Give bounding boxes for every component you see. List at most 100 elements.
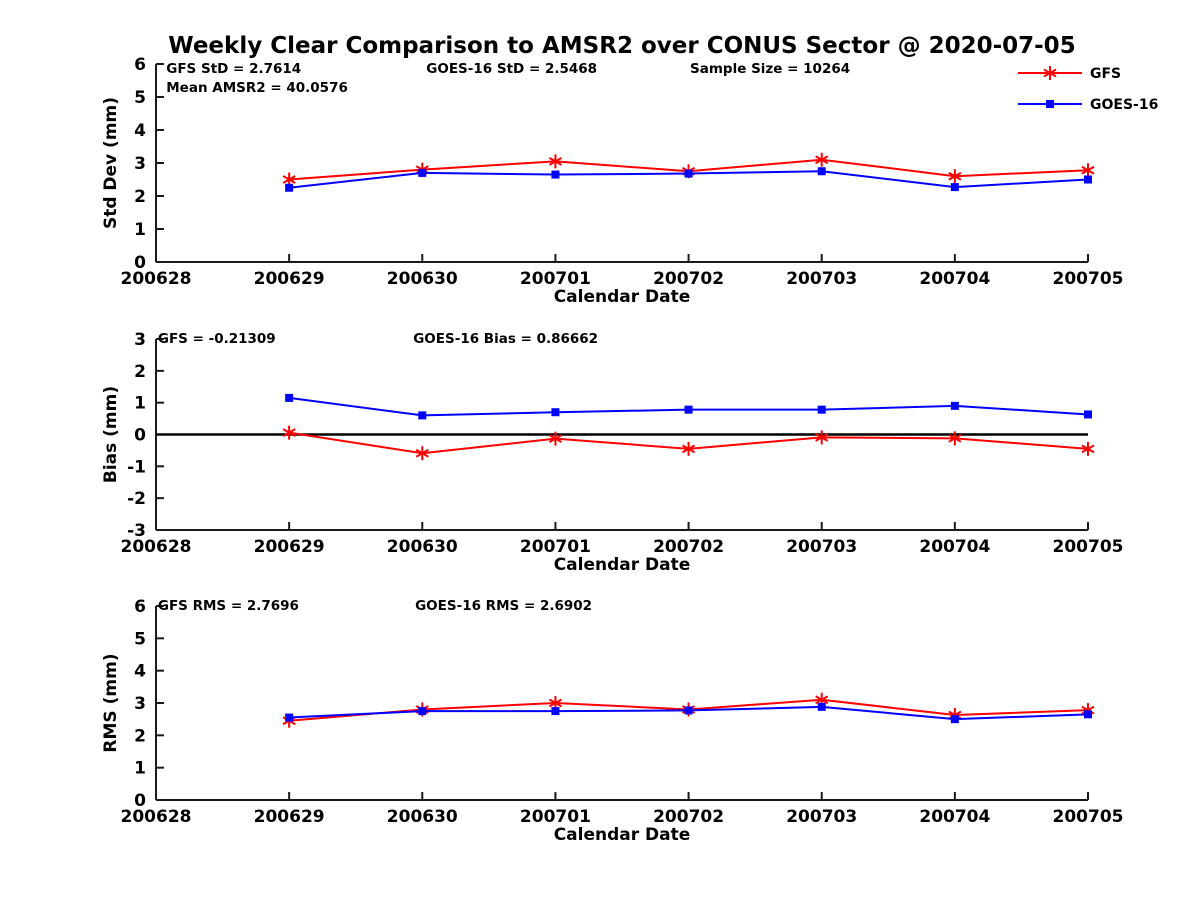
- square-marker: [1084, 710, 1092, 719]
- square-marker: [285, 713, 294, 722]
- x-tick-label: 200628: [121, 807, 192, 827]
- x-tick-label: 200630: [387, 807, 458, 827]
- x-axis-label: Calendar Date: [554, 825, 691, 845]
- square-marker: [1084, 410, 1092, 419]
- y-tick-label: 3: [134, 694, 146, 714]
- y-tick-label: 6: [134, 597, 146, 617]
- x-axis-label: Calendar Date: [554, 287, 691, 307]
- y-axis-label: Bias (mm): [101, 386, 121, 483]
- square-marker: [1084, 175, 1092, 184]
- asterisk-marker: [548, 154, 562, 169]
- x-tick-label: 200703: [786, 537, 857, 557]
- y-tick-label: -1: [127, 457, 146, 477]
- x-tick-label: 200705: [1053, 269, 1124, 289]
- x-tick-label: 200630: [387, 269, 458, 289]
- annotation: GFS RMS = 2.7696: [158, 598, 299, 614]
- y-tick-label: 0: [134, 253, 146, 273]
- square-marker: [551, 170, 560, 179]
- y-tick-label: 4: [134, 121, 146, 141]
- x-tick-label: 200702: [653, 537, 724, 557]
- asterisk-marker: [948, 169, 962, 184]
- asterisk-marker: [682, 441, 696, 456]
- x-tick-label: 200629: [254, 269, 325, 289]
- square-marker: [950, 183, 959, 192]
- legend-label: GOES-16: [1090, 97, 1158, 113]
- x-tick-label: 200630: [387, 537, 458, 557]
- panel-std-dev: 0 1 2 3 4 5 6 200628 200629 200630 200701 200702 200…: [101, 55, 1123, 307]
- square-marker: [285, 183, 294, 192]
- x-tick-label: 200629: [254, 537, 325, 557]
- annotation: GOES-16 Bias = 0.86662: [413, 331, 598, 347]
- square-marker: [684, 169, 693, 178]
- y-tick-label: 6: [134, 55, 146, 75]
- square-marker: [817, 405, 826, 414]
- y-tick-label: 2: [134, 362, 146, 382]
- x-tick-label: 200701: [520, 537, 591, 557]
- x-axis-label: Calendar Date: [554, 555, 691, 575]
- square-marker: [950, 401, 959, 410]
- square-marker: [418, 168, 427, 177]
- y-tick-label: 4: [134, 662, 146, 682]
- annotation: GFS = -0.21309: [158, 331, 276, 347]
- y-tick-label: 0: [134, 791, 146, 811]
- annotation: GOES-16 RMS = 2.6902: [415, 598, 592, 614]
- asterisk-marker: [1081, 441, 1095, 456]
- x-tick-label: 200705: [1053, 537, 1124, 557]
- square-marker: [684, 405, 693, 414]
- asterisk-marker: [1043, 66, 1057, 80]
- annotation: Sample Size = 10264: [690, 61, 850, 77]
- x-tick-label: 200704: [919, 807, 990, 827]
- y-tick-label: 2: [134, 187, 146, 207]
- square-marker: [817, 702, 826, 711]
- x-tick-label: 200701: [520, 807, 591, 827]
- x-tick-label: 200628: [121, 537, 192, 557]
- x-tick-label: 200702: [653, 807, 724, 827]
- x-tick-label: 200701: [520, 269, 591, 289]
- y-tick-label: 0: [134, 426, 146, 446]
- asterisk-marker: [282, 425, 296, 440]
- asterisk-marker: [948, 431, 962, 446]
- chart-title: Weekly Clear Comparison to AMSR2 over CO…: [168, 33, 1075, 59]
- x-tick-label: 200704: [919, 269, 990, 289]
- annotation: GOES-16 StD = 2.5468: [426, 61, 597, 77]
- y-tick-label: 1: [134, 394, 146, 414]
- y-tick-label: 5: [134, 629, 146, 649]
- y-axis-label: RMS (mm): [101, 653, 121, 752]
- y-tick-label: 3: [134, 154, 146, 174]
- legend-entry-goes-16: GOES-16: [1018, 97, 1158, 113]
- x-tick-label: 200702: [653, 269, 724, 289]
- asterisk-marker: [815, 152, 829, 167]
- asterisk-marker: [548, 431, 562, 446]
- annotation: GFS StD = 2.7614: [166, 61, 301, 77]
- square-marker: [418, 707, 427, 716]
- asterisk-marker: [415, 446, 429, 461]
- y-tick-label: 5: [134, 88, 146, 108]
- legend-label: GFS: [1090, 66, 1121, 82]
- square-marker: [950, 715, 959, 724]
- square-marker: [551, 408, 560, 417]
- legend-entry-gfs: GFS: [1018, 66, 1121, 82]
- y-tick-label: 1: [134, 220, 146, 240]
- x-tick-label: 200703: [786, 807, 857, 827]
- y-tick-label: -2: [127, 489, 146, 509]
- square-marker: [285, 393, 294, 402]
- panel-bias: -3 -2 -1 0 1 2 3 200628 200629 200630 200701 200702…: [101, 330, 1123, 575]
- x-tick-label: 200703: [786, 269, 857, 289]
- square-marker: [684, 706, 693, 715]
- y-tick-label: 1: [134, 759, 146, 779]
- x-tick-label: 200705: [1053, 807, 1124, 827]
- x-tick-label: 200628: [121, 269, 192, 289]
- y-axis-label: Std Dev (mm): [101, 97, 121, 229]
- asterisk-marker: [815, 430, 829, 445]
- x-tick-label: 200629: [254, 807, 325, 827]
- square-marker: [1046, 100, 1054, 108]
- square-marker: [817, 167, 826, 176]
- annotation: Mean AMSR2 = 40.0576: [166, 80, 348, 96]
- asterisk-marker: [1081, 163, 1095, 178]
- square-marker: [418, 411, 427, 420]
- y-tick-label: 3: [134, 330, 146, 350]
- square-marker: [551, 707, 560, 716]
